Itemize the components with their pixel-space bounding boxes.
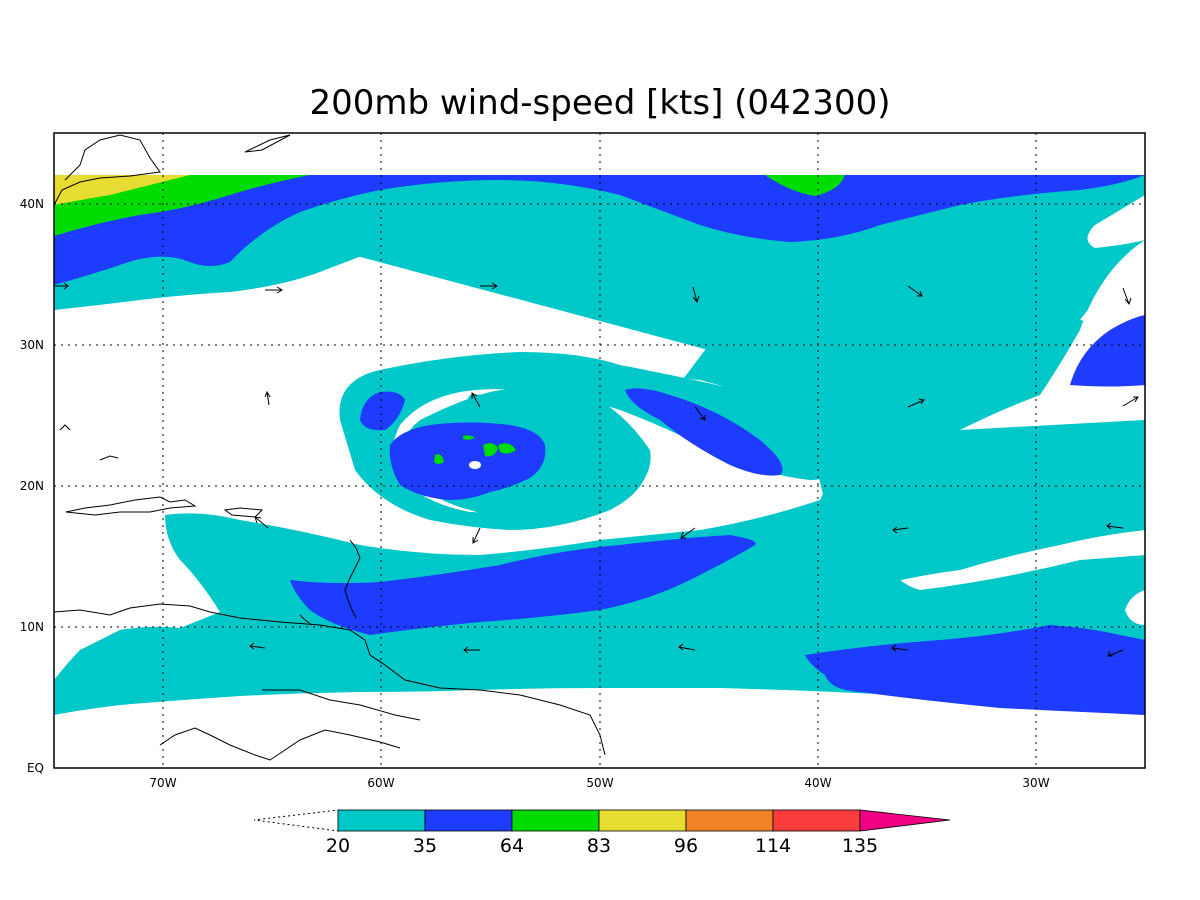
colorbar-swatch — [337, 809, 426, 832]
colorbar-under-triangle — [253, 809, 339, 832]
contour-35-anticyclone-core — [389, 422, 546, 500]
y-tick-label: 10N — [20, 620, 44, 634]
contour-83-northwest-jet — [54, 175, 190, 205]
calm-east — [1080, 255, 1145, 323]
colorbar-swatch — [772, 809, 861, 832]
calm-east-2 — [1125, 590, 1145, 625]
map-frame — [53, 132, 1146, 769]
x-axis: 70W 60W 50W 40W 30W — [149, 776, 1049, 790]
colorbar-swatch — [685, 809, 774, 832]
colorbar-swatch — [598, 809, 687, 832]
y-axis: EQ 10N 20N 30N 40N — [20, 197, 44, 775]
x-tick-label: 70W — [149, 776, 176, 790]
colorbar-label: 135 — [842, 835, 878, 857]
y-tick-label: 30N — [20, 338, 44, 352]
colorbar-label: 96 — [674, 835, 698, 857]
x-tick-label: 30W — [1022, 776, 1049, 790]
map-title: 200mb wind-speed [kts] (042300) — [310, 83, 891, 123]
contour-35-north-jet — [54, 175, 1145, 285]
contour-64-core-cell-4 — [463, 435, 475, 440]
contour-35-southern-jet — [290, 535, 756, 635]
x-tick-label: 60W — [367, 776, 394, 790]
colorbar-over-triangle — [859, 809, 951, 832]
contour-35-central-streak — [625, 388, 783, 476]
graticule — [54, 133, 1145, 768]
calm-north-east — [1087, 195, 1145, 248]
shaded-field — [54, 175, 1145, 715]
colorbar-swatch — [511, 809, 600, 832]
coastlines — [53, 134, 606, 761]
contour-64-north-cell — [765, 175, 845, 196]
calm-eye — [469, 461, 481, 469]
colorbar-swatch — [424, 809, 513, 832]
colorbar-label: 20 — [326, 835, 350, 857]
colorbar-label: 114 — [755, 835, 791, 857]
y-tick-label: 20N — [20, 479, 44, 493]
contour-20-anticyclone-ring — [339, 352, 840, 530]
contour-35-east-lobe — [1070, 315, 1145, 387]
contour-64-core-cell-1 — [483, 443, 498, 457]
colorbar: 20 35 64 83 96 114 135 — [253, 809, 951, 857]
y-tick-label: 40N — [20, 197, 44, 211]
x-tick-label: 50W — [586, 776, 613, 790]
x-tick-label: 40W — [804, 776, 831, 790]
contour-35-southeast — [805, 625, 1145, 715]
contour-35-small-cell — [360, 391, 405, 431]
wind-vectors — [54, 282, 1139, 657]
contour-64-core-cell-2 — [498, 443, 516, 454]
y-tick-label: EQ — [27, 761, 44, 775]
contour-64-core-cell-3 — [434, 454, 444, 464]
colorbar-label: 83 — [587, 835, 611, 857]
colorbar-label: 35 — [413, 835, 437, 857]
colorbar-label: 64 — [500, 835, 524, 857]
